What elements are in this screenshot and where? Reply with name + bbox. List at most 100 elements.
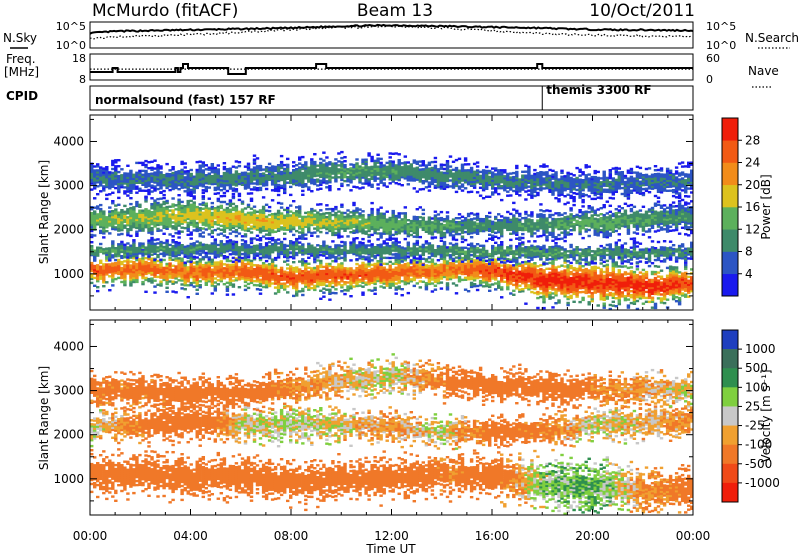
heatmap-cell bbox=[174, 250, 178, 254]
heatmap-cell bbox=[310, 172, 314, 175]
heatmap-cell bbox=[415, 257, 420, 260]
heatmap-cell bbox=[331, 285, 335, 289]
heatmap-cell bbox=[168, 185, 172, 188]
heatmap-cell bbox=[292, 282, 296, 286]
heatmap-cell bbox=[243, 217, 248, 220]
heatmap-cell bbox=[352, 285, 356, 288]
heatmap-cell bbox=[270, 245, 275, 248]
heatmap-cell bbox=[258, 239, 263, 242]
heatmap-cell bbox=[156, 269, 160, 273]
heatmap-cell bbox=[189, 237, 193, 240]
heatmap-cell bbox=[240, 245, 245, 248]
heatmap-cell bbox=[397, 241, 401, 244]
heatmap-cell bbox=[340, 278, 344, 281]
heatmap-cell bbox=[340, 160, 344, 164]
heatmap-cell bbox=[264, 242, 269, 245]
heatmap-cell bbox=[328, 229, 332, 233]
heatmap-cell bbox=[322, 171, 326, 174]
heatmap-cell bbox=[219, 270, 224, 273]
heatmap-cell bbox=[439, 222, 444, 226]
heatmap-cell bbox=[307, 252, 311, 256]
heatmap-cell bbox=[111, 181, 115, 185]
heatmap-cell bbox=[301, 227, 305, 230]
heatmap-cell bbox=[156, 248, 160, 251]
heatmap-cell bbox=[114, 173, 118, 176]
heatmap-cell bbox=[111, 171, 115, 175]
heatmap-cell bbox=[162, 270, 166, 274]
heatmap-cell bbox=[279, 176, 284, 180]
heatmap-cell bbox=[334, 178, 338, 181]
heatmap-cell bbox=[96, 181, 100, 184]
heatmap-cell bbox=[373, 292, 377, 295]
heatmap-cell bbox=[228, 220, 233, 223]
heatmap-cell bbox=[267, 253, 272, 256]
heatmap-cell bbox=[442, 231, 447, 235]
heatmap-cell bbox=[120, 180, 124, 183]
heatmap-cell bbox=[174, 228, 178, 231]
heatmap-cell bbox=[198, 284, 202, 287]
heatmap-cell bbox=[295, 222, 299, 225]
heatmap-cell bbox=[346, 225, 350, 228]
heatmap-cell bbox=[165, 207, 169, 211]
heatmap-cell bbox=[171, 290, 175, 293]
heatmap-cell bbox=[385, 161, 389, 165]
heatmap-cell bbox=[286, 171, 290, 174]
heatmap-cell bbox=[117, 182, 121, 186]
heatmap-cell bbox=[162, 218, 166, 222]
heatmap-cell bbox=[216, 199, 221, 203]
heatmap-cell bbox=[385, 238, 389, 241]
heatmap-cell bbox=[231, 216, 236, 219]
heatmap-cell bbox=[177, 218, 181, 221]
heatmap-cell bbox=[340, 176, 344, 180]
heatmap-cell bbox=[337, 216, 341, 219]
heatmap-cell bbox=[298, 231, 302, 234]
heatmap-cell bbox=[183, 249, 187, 252]
heatmap-cell bbox=[210, 276, 215, 279]
heatmap-cell bbox=[126, 272, 130, 275]
heatmap-cell bbox=[216, 172, 221, 175]
heatmap-cell bbox=[361, 237, 365, 241]
heatmap-cell bbox=[135, 216, 139, 220]
heatmap-cell bbox=[283, 218, 287, 221]
heatmap-cell bbox=[255, 173, 260, 176]
heatmap-cell bbox=[231, 179, 236, 182]
heatmap-cell bbox=[234, 215, 239, 218]
heatmap-cell bbox=[183, 162, 187, 165]
heatmap-cell bbox=[328, 253, 332, 257]
heatmap-cell bbox=[105, 183, 109, 187]
heatmap-cell bbox=[276, 256, 281, 259]
heatmap-cell bbox=[270, 169, 275, 172]
heatmap-cell bbox=[108, 183, 112, 186]
heatmap-cell bbox=[258, 186, 263, 190]
heatmap-cell bbox=[234, 230, 239, 234]
heatmap-cell bbox=[279, 244, 284, 248]
heatmap-cell bbox=[427, 161, 432, 164]
heatmap-cell bbox=[283, 253, 287, 257]
heatmap-cell bbox=[231, 192, 236, 196]
heatmap-cell bbox=[279, 170, 284, 174]
heatmap-cell bbox=[135, 274, 139, 278]
heatmap-cell bbox=[222, 183, 227, 187]
heatmap-cell bbox=[292, 165, 296, 168]
heatmap-cell bbox=[192, 246, 196, 249]
heatmap-cell bbox=[264, 209, 269, 212]
heatmap-cell bbox=[111, 219, 115, 223]
heatmap-cell bbox=[261, 184, 266, 187]
heatmap-cell bbox=[204, 218, 209, 221]
heatmap-cell bbox=[123, 264, 127, 267]
heatmap-cell bbox=[273, 245, 278, 248]
heatmap-cell bbox=[156, 168, 160, 171]
heatmap-cell bbox=[108, 206, 112, 209]
heatmap-cell bbox=[150, 279, 154, 282]
heatmap-cell bbox=[90, 178, 94, 181]
heatmap-cell bbox=[153, 223, 157, 226]
heatmap-cell bbox=[261, 277, 266, 281]
heatmap-cell bbox=[150, 184, 154, 187]
heatmap-cell bbox=[195, 207, 199, 211]
heatmap-cell bbox=[198, 245, 202, 249]
heatmap-cell bbox=[177, 202, 181, 205]
heatmap-cell bbox=[216, 223, 221, 226]
heatmap-cell bbox=[189, 199, 193, 203]
heatmap-cell bbox=[276, 185, 281, 189]
heatmap-cell bbox=[150, 248, 154, 251]
